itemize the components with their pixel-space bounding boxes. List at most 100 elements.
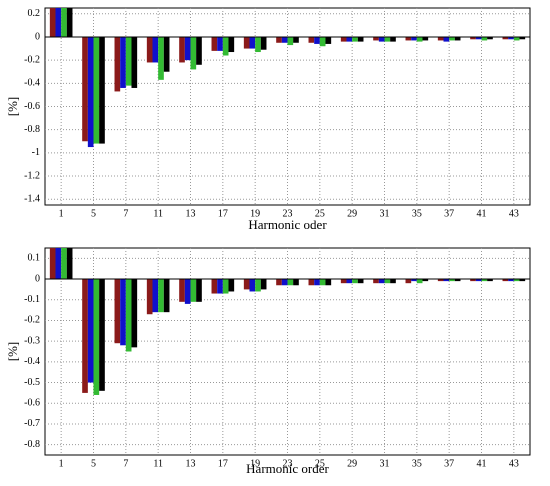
x-tick-label: 35 — [412, 208, 422, 219]
bar — [416, 36, 423, 42]
y-tick-label: 0.2 — [28, 8, 41, 19]
bar — [319, 36, 326, 47]
x-tick-label: 25 — [315, 458, 325, 469]
x-tick-label: 43 — [509, 458, 519, 469]
bar — [55, 8, 62, 37]
bar — [325, 279, 332, 286]
bar — [87, 36, 94, 148]
bar — [211, 279, 218, 294]
bar — [513, 36, 520, 41]
y-tick-label: -1.2 — [24, 170, 40, 181]
bar — [190, 36, 197, 70]
bar — [179, 36, 185, 63]
bar — [293, 279, 299, 286]
bar — [378, 36, 385, 42]
bar — [481, 36, 488, 41]
bar — [152, 36, 159, 63]
bar — [346, 36, 353, 42]
bar — [93, 279, 100, 395]
bar — [325, 36, 332, 44]
y-tick-label: -0.6 — [24, 101, 40, 112]
bar — [487, 279, 493, 282]
bar — [82, 36, 88, 142]
bar — [260, 36, 267, 50]
x-axis-label: Harmonic oder — [248, 217, 327, 232]
chart: 0.1 0 -0.1 -0.2 -0.3 -0.4 -0.5 -0.6 -0.7 -0.8 1 5 7 1… — [5, 247, 531, 476]
x-tick-label: 17 — [218, 208, 228, 219]
bar — [49, 8, 56, 37]
bar — [502, 279, 509, 282]
bar — [384, 279, 391, 284]
bar — [508, 36, 514, 40]
bar — [314, 36, 320, 44]
bar — [378, 279, 385, 284]
bars — [49, 248, 526, 395]
bar — [437, 279, 444, 282]
x-tick-label: 13 — [186, 208, 196, 219]
bar — [152, 279, 159, 313]
bar — [87, 279, 94, 383]
bar — [352, 36, 358, 42]
y-tick-label: -0.8 — [24, 124, 40, 135]
bar — [340, 279, 347, 284]
x-tick-label: 29 — [347, 208, 357, 219]
bar — [470, 279, 476, 282]
x-tick-label: 41 — [477, 208, 487, 219]
x-tick-label: 31 — [380, 208, 390, 219]
bar — [357, 279, 364, 284]
bar — [443, 36, 450, 42]
bar — [61, 248, 67, 280]
bar — [357, 36, 364, 42]
bar — [346, 279, 353, 284]
bar — [405, 279, 412, 284]
bar — [158, 279, 164, 313]
bar — [243, 279, 250, 290]
bar — [475, 279, 482, 282]
x-tick-label: 23 — [283, 208, 293, 219]
bar — [519, 36, 526, 40]
x-tick-label: 5 — [91, 458, 96, 469]
bar — [131, 279, 138, 348]
x-axis-label: Harmonic order — [246, 461, 329, 476]
bar — [508, 279, 514, 282]
bar — [99, 36, 105, 144]
y-tick-label: -0.7 — [24, 418, 40, 429]
bar — [249, 279, 256, 292]
y-axis-label: [%] — [5, 97, 20, 117]
bar — [422, 279, 429, 282]
bar — [454, 36, 461, 41]
y-tick-label: -0.2 — [24, 54, 40, 65]
bar — [131, 36, 138, 88]
bar — [82, 279, 88, 393]
bar — [114, 36, 121, 92]
bar — [184, 279, 191, 304]
bar — [373, 279, 379, 284]
bar — [196, 279, 202, 302]
y-tick-label: -0.4 — [24, 356, 40, 367]
x-tick-label: 19 — [250, 208, 260, 219]
bar — [179, 279, 185, 302]
bar — [49, 248, 56, 280]
bar — [487, 36, 493, 40]
x-tick-label: 13 — [186, 458, 196, 469]
x-tick-label: 43 — [509, 208, 519, 219]
bar — [308, 279, 315, 286]
x-tick-label: 7 — [123, 458, 128, 469]
bar — [352, 279, 358, 284]
y-tick-label: -0.1 — [24, 294, 40, 305]
bar — [293, 36, 299, 43]
x-tick-label: 1 — [59, 458, 64, 469]
bar — [114, 279, 121, 344]
bar — [255, 279, 261, 292]
bar — [66, 248, 73, 280]
bar — [260, 279, 267, 290]
x-tick-label: 11 — [153, 458, 163, 469]
y-tick-label: 0.1 — [28, 253, 41, 264]
x-tick-label: 31 — [380, 458, 390, 469]
bar — [416, 279, 423, 284]
bar — [454, 279, 461, 282]
x-tick-label: 37 — [444, 208, 454, 219]
bar — [276, 36, 282, 43]
bar — [314, 279, 320, 286]
